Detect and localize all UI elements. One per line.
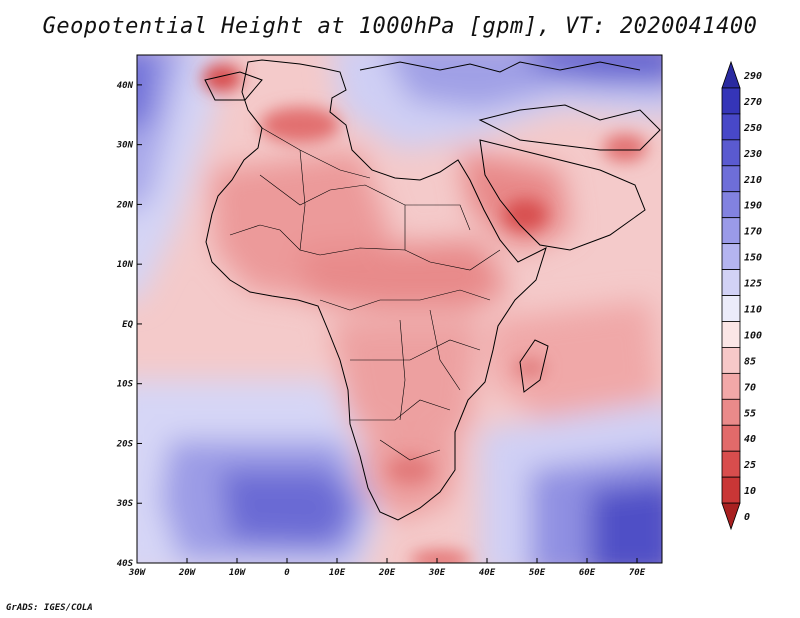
colorbar-level-label: 55 <box>744 408 756 419</box>
colorbar: 2902702502302101901701501251101008570554… <box>721 60 762 531</box>
lon-tick-label: 20E <box>378 568 396 578</box>
plot-frame <box>136 54 663 564</box>
colorbar-level-label: 70 <box>744 382 756 393</box>
lon-tick-label: 40E <box>479 568 496 578</box>
colorbar-swatch <box>721 398 741 426</box>
lat-tick-label: 30S <box>116 499 134 509</box>
colorbar-level-label: 110 <box>744 305 762 316</box>
lat-tick-label: 30N <box>116 141 134 151</box>
lon-tick-label: 30E <box>428 568 446 578</box>
colorbar-level-label: 230 <box>743 149 762 160</box>
lat-tick-label: EQ <box>122 320 133 330</box>
colorbar-swatch <box>721 217 741 245</box>
lon-tick-label: 10E <box>329 568 346 578</box>
colorbar-bottom-arrow <box>721 502 741 531</box>
colorbar-swatch <box>721 165 741 193</box>
colorbar-level-label: 85 <box>744 356 756 367</box>
colorbar-swatch <box>721 321 741 348</box>
coastlines <box>204 59 661 521</box>
colorbar-level-label: 10 <box>744 486 756 497</box>
map-title: Geopotential Height at 1000hPa [gpm], VT… <box>42 14 758 39</box>
colorbar-swatch <box>721 269 741 296</box>
colorbar-swatch <box>721 243 741 270</box>
colorbar-level-label: 270 <box>743 97 762 108</box>
lat-tick-label: 10N <box>117 260 134 270</box>
colorbar-swatch <box>721 113 741 141</box>
colorbar-level-label: 190 <box>744 201 762 212</box>
colorbar-swatch <box>721 424 741 452</box>
colorbar-swatch <box>721 191 741 219</box>
longitude-axis: 30W 20W 10W 0 10E 20E 30E 40E 50E 60E 70E <box>128 558 646 578</box>
colorbar-level-label: 25 <box>743 460 756 471</box>
lat-tick-label: 40S <box>117 559 134 569</box>
grads-credit: GrADS: IGES/COLA <box>6 603 93 613</box>
colorbar-swatch <box>721 347 741 374</box>
lon-tick-label: 30W <box>128 568 147 578</box>
colorbar-level-label: 100 <box>744 330 762 341</box>
lon-tick-label: 20W <box>178 568 197 578</box>
height-field <box>137 55 662 563</box>
lon-tick-label: 10W <box>229 568 247 578</box>
colorbar-level-label: 150 <box>744 253 762 264</box>
colorbar-level-label: 250 <box>743 123 762 134</box>
colorbar-level-label: 210 <box>743 175 762 186</box>
colorbar-level-label: 40 <box>744 434 756 445</box>
colorbar-swatch <box>721 450 741 478</box>
lon-tick-label: 50E <box>529 568 546 578</box>
lon-tick-label: 60E <box>579 568 596 578</box>
colorbar-swatch <box>721 476 741 504</box>
colorbar-swatch <box>721 139 741 167</box>
colorbar-swatch <box>721 87 741 115</box>
lon-tick-label: 70E <box>629 568 646 578</box>
colorbar-top-arrow <box>721 60 741 89</box>
latitude-axis: 40N 30N 20N 10N EQ 10S 20S 30S 40S <box>116 81 142 569</box>
colorbar-level-label: 0 <box>744 512 750 523</box>
colorbar-level-label: 170 <box>744 227 762 238</box>
colorbar-swatch <box>721 372 741 400</box>
lat-tick-label: 40N <box>117 81 134 91</box>
lon-tick-label: 0 <box>284 568 290 578</box>
lat-tick-label: 20S <box>116 439 134 449</box>
colorbar-swatch <box>721 295 741 322</box>
country-borders <box>229 127 501 461</box>
lat-tick-label: 20N <box>116 200 134 210</box>
colorbar-level-label: 290 <box>743 71 762 82</box>
lat-tick-label: 10S <box>117 380 134 390</box>
colorbar-level-label: 125 <box>744 279 762 290</box>
